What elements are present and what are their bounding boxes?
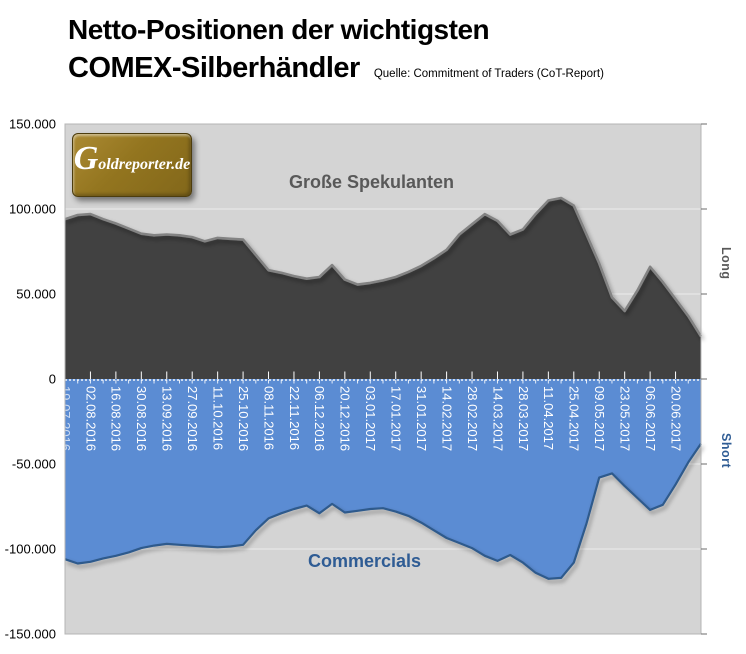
right-axis-label-long: Long bbox=[719, 247, 733, 280]
edge-commercials bbox=[64, 442, 702, 580]
x-axis-labels: 19.07.2016 02.08.2016 16.08.2016 30.08.2016… bbox=[58, 386, 684, 451]
x-axis-label: 14.03.2017 bbox=[490, 386, 505, 451]
title-block: Netto-Positionen der wichtigsten COMEX-S… bbox=[68, 12, 604, 85]
chart-title-line1: Netto-Positionen der wichtigsten bbox=[68, 14, 490, 45]
x-axis-label: 30.08.2016 bbox=[134, 386, 149, 451]
y-axis-label: 150.000 bbox=[9, 117, 56, 132]
y-axis-label: -150.000 bbox=[5, 627, 56, 642]
goldreporter-logo: Goldreporter.de bbox=[72, 133, 192, 197]
x-axis-label: 11.10.2016 bbox=[210, 386, 225, 450]
chart-source: Quelle: Commitment of Traders (CoT-Repor… bbox=[373, 68, 604, 81]
x-axis-label: 22.11.2016 bbox=[287, 386, 302, 450]
x-axis-label: 03.01.2017 bbox=[363, 386, 378, 451]
x-axis-label: 28.03.2017 bbox=[516, 386, 531, 451]
series-label-speculators: Große Spekulanten bbox=[289, 172, 455, 192]
x-axis-label: 14.02.2017 bbox=[439, 386, 454, 451]
y-axis-label: 50.000 bbox=[16, 287, 56, 302]
x-axis-label: 06.12.2016 bbox=[312, 386, 327, 451]
x-axis-label: 20.12.2016 bbox=[338, 386, 353, 451]
chart-title-row2: COMEX-Silberhändler Quelle: Commitment o… bbox=[68, 52, 604, 85]
x-axis-label: 23.05.2017 bbox=[618, 386, 633, 451]
x-axis-label: 11.04.2017 bbox=[541, 386, 556, 450]
series-label-commercials: Commercials bbox=[308, 551, 422, 571]
y-axis-label: 100.000 bbox=[9, 202, 56, 217]
area-speculators bbox=[65, 198, 701, 379]
x-axis-label: 27.09.2016 bbox=[185, 386, 200, 451]
x-axis-label: 25.10.2016 bbox=[236, 386, 251, 451]
y-axis-label: 0 bbox=[49, 372, 56, 387]
x-axis-label: 20.06.2017 bbox=[668, 386, 683, 451]
right-axis-label-short: Short bbox=[719, 433, 733, 469]
right-axis-ticks bbox=[701, 123, 707, 635]
x-axis-label: 17.01.2017 bbox=[389, 386, 404, 451]
y-axis-labels: 150.000 100.000 50.000 0 -50.000 -100.000 -150… bbox=[5, 117, 56, 642]
area-commercials bbox=[65, 379, 701, 579]
x-axis-label: 02.08.2016 bbox=[83, 386, 98, 451]
x-axis-label: 31.01.2017 bbox=[414, 386, 429, 451]
x-axis-label: 28.02.2017 bbox=[465, 386, 480, 451]
x-axis-label: 06.06.2017 bbox=[643, 386, 658, 451]
y-axis-label: -50.000 bbox=[12, 457, 56, 472]
x-axis-label: 09.05.2017 bbox=[592, 386, 607, 451]
x-axis-label: 13.09.2016 bbox=[160, 386, 175, 451]
x-axis-label: 16.08.2016 bbox=[109, 386, 124, 451]
chart-title-line2: COMEX-Silberhändler bbox=[68, 52, 360, 85]
zero-axis bbox=[64, 371, 702, 384]
x-axis-label: 08.11.2016 bbox=[261, 386, 276, 450]
y-axis-label: -100.000 bbox=[5, 542, 56, 557]
x-axis-label: 25.04.2017 bbox=[567, 386, 582, 451]
goldreporter-logo-text: Goldreporter.de bbox=[73, 140, 191, 177]
edge-speculators bbox=[64, 196, 703, 338]
